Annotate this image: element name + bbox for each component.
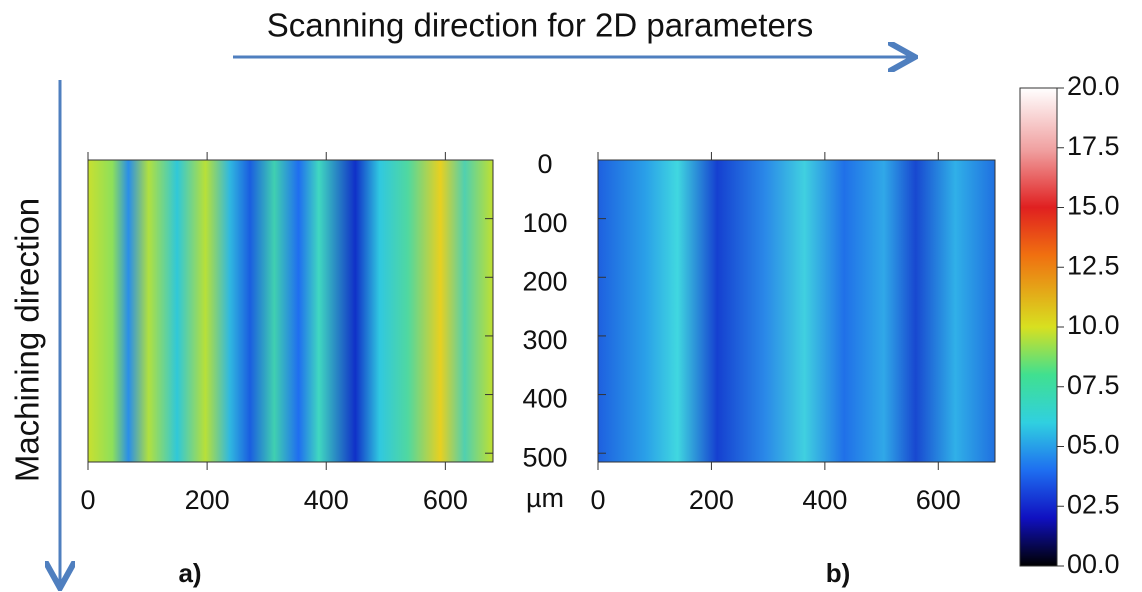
colorbar: [1019, 87, 1058, 567]
x-tick-label: 600: [916, 485, 961, 515]
x-tick-label: 400: [802, 485, 847, 515]
x-tick-label: 200: [185, 485, 230, 515]
x-tick-label: 0: [590, 485, 605, 515]
colorbar-tick-label: 20.0: [1067, 71, 1120, 101]
colorbar-tick-label: 07.5: [1067, 370, 1120, 400]
heatmap-b: [597, 159, 996, 463]
side-label: Machining direction: [9, 198, 46, 482]
y-tick-label: 400: [522, 384, 567, 414]
colorbar-tick-label: 05.0: [1067, 430, 1120, 460]
colorbar-tick-label: 10.0: [1067, 310, 1120, 340]
y-tick-label: 300: [522, 325, 567, 355]
x-tick-label: 400: [304, 485, 349, 515]
x-tick-label: 200: [689, 485, 734, 515]
panel-label: a): [178, 558, 201, 588]
x-tick-label: 600: [423, 485, 468, 515]
panel-label: b): [826, 558, 851, 588]
y-tick-label: 0: [537, 149, 552, 179]
title: Scanning direction for 2D parameters: [267, 7, 814, 44]
colorbar-tick-label: 12.5: [1067, 250, 1120, 280]
heatmap-a: [87, 159, 494, 463]
x-tick-label: 0: [80, 485, 95, 515]
unit-label: µm: [526, 483, 564, 513]
colorbar-tick-label: 15.0: [1067, 191, 1120, 221]
colorbar-tick-label: 17.5: [1067, 131, 1120, 161]
y-tick-label: 100: [522, 208, 567, 238]
y-tick-label: 500: [522, 442, 567, 472]
colorbar-tick-label: 00.0: [1067, 549, 1120, 579]
colorbar-tick-label: 02.5: [1067, 489, 1120, 519]
y-tick-label: 200: [522, 266, 567, 296]
